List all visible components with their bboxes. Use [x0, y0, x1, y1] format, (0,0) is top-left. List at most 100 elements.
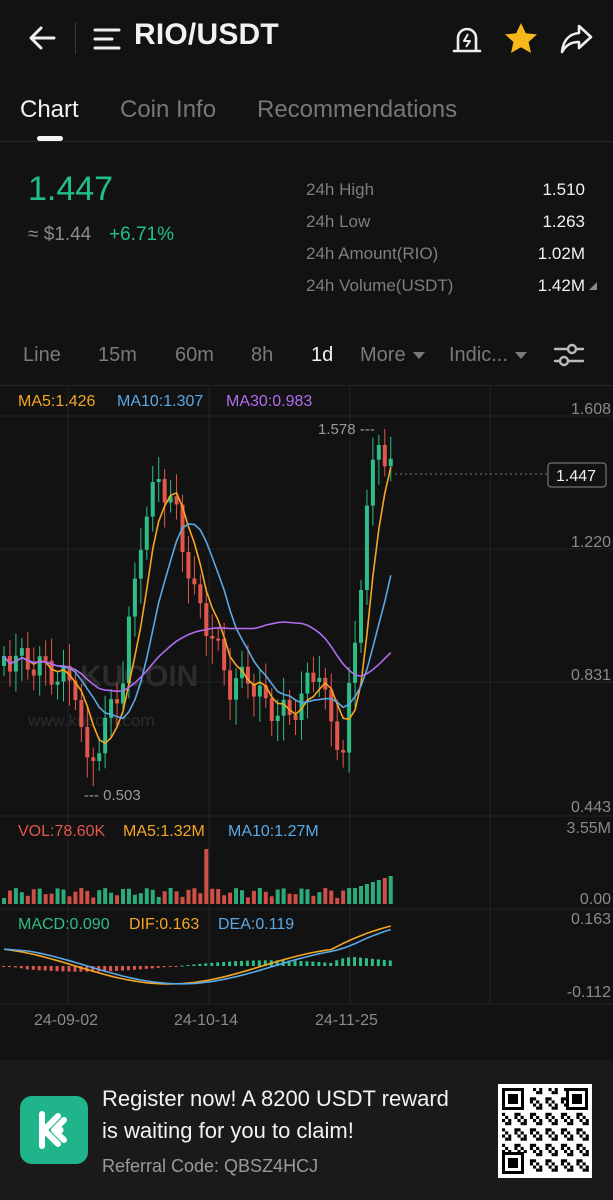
volume-bar — [25, 895, 30, 904]
macd-bar — [168, 966, 172, 967]
volume-bar — [204, 849, 209, 904]
qr-module — [514, 1112, 518, 1116]
interval-1d[interactable]: 1d — [311, 344, 334, 366]
qr-module — [502, 1134, 506, 1138]
volume-bar — [7, 890, 12, 904]
volume-bar — [305, 889, 310, 904]
macd-bar — [323, 962, 327, 966]
chart-settings-icon[interactable] — [552, 340, 586, 370]
interval-8h[interactable]: 8h — [251, 344, 274, 366]
tab-coin-info[interactable]: Coin Info — [120, 96, 217, 123]
qr-module — [523, 1150, 527, 1154]
qr-module — [564, 1119, 568, 1123]
qr-module — [564, 1159, 568, 1163]
candle-body — [31, 669, 36, 676]
vol-legend: VOL:78.60K — [18, 823, 106, 840]
qr-module — [539, 1106, 543, 1110]
macd-bar — [162, 966, 166, 968]
qr-module — [517, 1128, 521, 1132]
volume-bar — [228, 892, 233, 904]
qr-module — [554, 1137, 558, 1141]
qr-module — [576, 1143, 580, 1147]
macd-bar — [347, 957, 351, 966]
volume-bar — [293, 894, 298, 904]
qr-module — [567, 1153, 571, 1157]
ma-lines — [3, 466, 392, 745]
candle-body — [281, 699, 286, 716]
menu-icon[interactable] — [92, 24, 122, 54]
macd-bar — [359, 957, 362, 966]
volume-bar — [251, 890, 256, 904]
macd-bar — [55, 966, 59, 972]
candle-body — [228, 670, 233, 700]
qr-module — [539, 1088, 543, 1092]
macd-bar — [25, 966, 29, 970]
qr-module — [545, 1128, 549, 1132]
stat-value-high: 1.510 — [542, 180, 585, 199]
kline-chart-canvas[interactable]: KUCOIN www.kucoin.com 1.447 1.578 --- --… — [0, 386, 613, 1036]
candle-body — [210, 635, 215, 639]
share-icon[interactable] — [557, 20, 595, 58]
vol-ma10-legend: MA10:1.27M — [228, 823, 319, 840]
interval-more[interactable]: More — [360, 344, 426, 367]
volume-bar — [335, 897, 340, 904]
candle-body — [388, 458, 393, 467]
back-arrow-icon[interactable] — [24, 18, 64, 58]
candle-body — [156, 479, 161, 483]
volume-bar — [299, 888, 304, 904]
qr-module — [570, 1122, 574, 1126]
qr-module — [529, 1097, 533, 1101]
qr-module — [514, 1131, 518, 1135]
macd-bar — [299, 960, 303, 966]
qr-module — [564, 1134, 568, 1138]
macd-bar — [49, 966, 53, 971]
candle-body — [376, 444, 381, 460]
kline-chart[interactable]: KUCOIN www.kucoin.com 1.447 1.578 --- --… — [0, 385, 613, 1035]
divider — [75, 22, 76, 54]
volume-bar — [287, 893, 292, 904]
referral-banner[interactable]: Register now! A 8200 USDT reward is wait… — [0, 1060, 613, 1200]
qr-module — [551, 1106, 555, 1110]
price-axis-label: 0.443 — [571, 799, 611, 816]
qr-module — [554, 1168, 558, 1172]
tab-chart[interactable]: Chart — [20, 96, 79, 123]
qr-module — [514, 1146, 518, 1150]
price-axis-label: 0.831 — [571, 667, 611, 684]
favorite-star-icon[interactable] — [502, 20, 540, 58]
pair-title[interactable]: RIO/USDT — [134, 18, 279, 51]
qr-module — [551, 1162, 555, 1166]
qr-module — [529, 1100, 533, 1104]
candle-body — [73, 680, 78, 700]
qr-module — [517, 1119, 521, 1123]
qr-module — [582, 1115, 586, 1119]
qr-module — [554, 1103, 558, 1107]
ma-line — [3, 621, 392, 693]
qr-module — [579, 1128, 583, 1132]
qr-module — [567, 1137, 571, 1141]
interval-15m[interactable]: 15m — [98, 344, 137, 366]
qr-module — [570, 1137, 574, 1141]
macd-bar — [317, 962, 321, 966]
qr-module — [545, 1097, 549, 1101]
tab-recommendations[interactable]: Recommendations — [257, 96, 458, 123]
ma-line — [3, 466, 392, 745]
qr-module — [585, 1150, 589, 1154]
qr-module — [536, 1115, 540, 1119]
price-alert-icon[interactable] — [448, 20, 486, 58]
candle-body — [335, 721, 340, 750]
macd-bar — [13, 966, 17, 968]
qr-module — [545, 1159, 549, 1163]
interval-indicators[interactable]: Indic... — [449, 344, 528, 367]
qr-module — [548, 1097, 552, 1101]
qr-module — [533, 1088, 537, 1092]
qr-module — [576, 1146, 580, 1150]
volume-bar — [210, 888, 215, 904]
macd-bar — [293, 960, 297, 966]
macd-bar — [31, 966, 35, 970]
interval-line[interactable]: Line — [23, 344, 61, 366]
qr-module — [529, 1143, 533, 1147]
price-change: +6.71% — [109, 224, 174, 245]
qr-module — [539, 1103, 543, 1107]
candle-body — [347, 682, 352, 753]
interval-60m[interactable]: 60m — [175, 344, 214, 366]
